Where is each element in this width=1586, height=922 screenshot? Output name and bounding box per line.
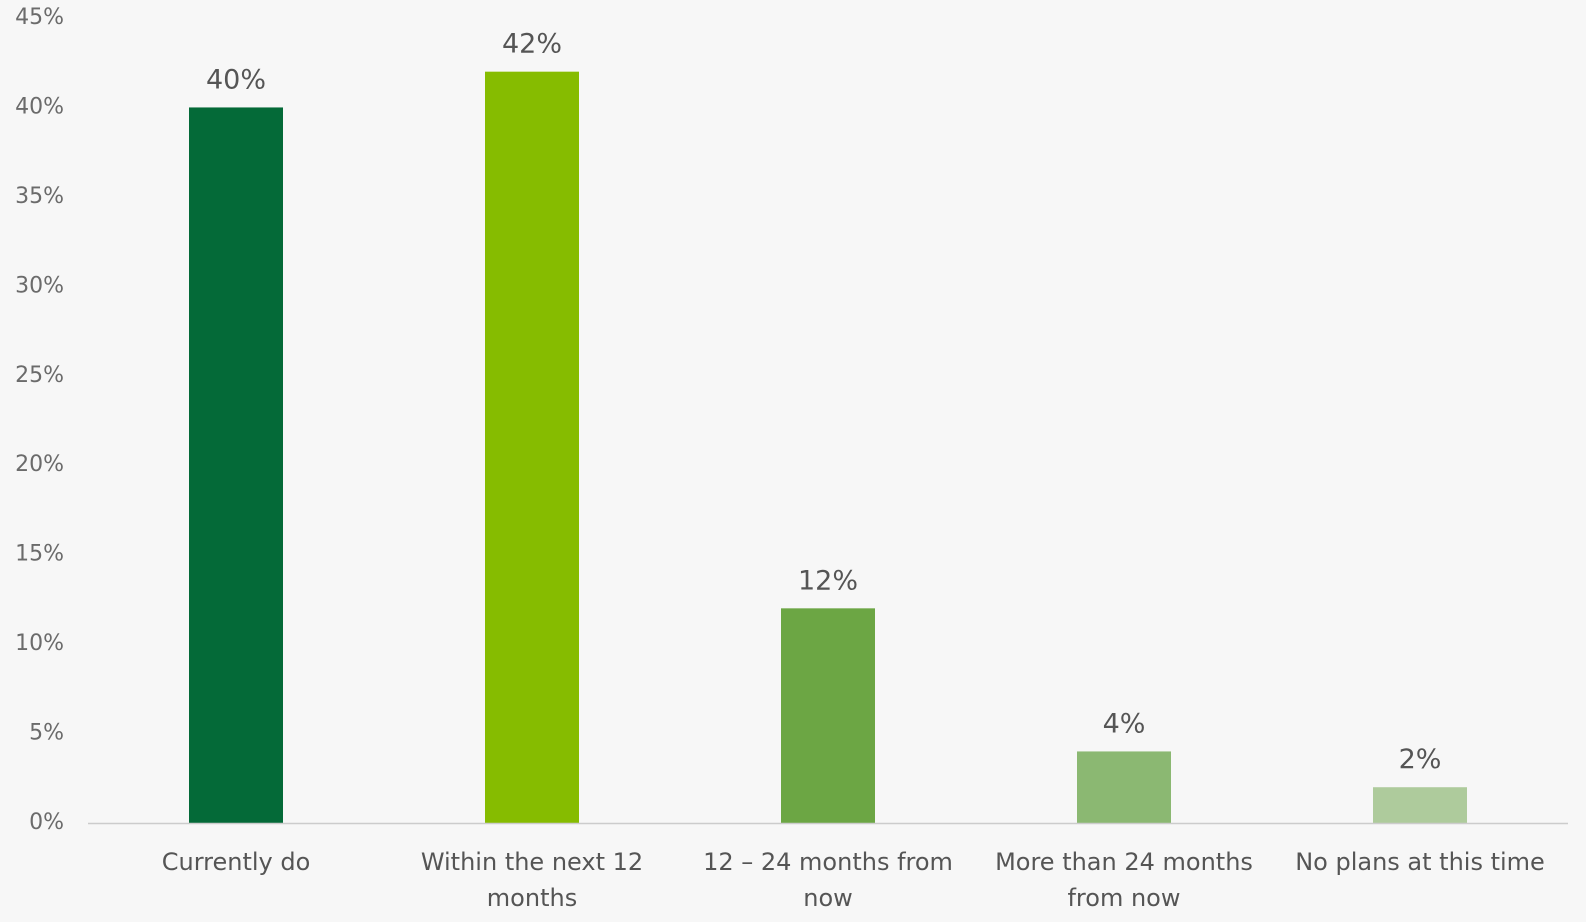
y-tick-label: 20% [15, 452, 64, 477]
x-tick-label: Within the next 12 months [421, 848, 643, 912]
data-label: 2% [1399, 744, 1442, 775]
bar [485, 71, 579, 823]
data-label: 40% [206, 64, 266, 95]
data-label: 4% [1103, 708, 1146, 739]
x-axis: Currently do Within the next 12 months 12 –… [88, 822, 1568, 912]
y-axis: 0% 5% 10% 15% 20% 25% 30% 35% 40% 45% [15, 5, 64, 835]
y-tick-label: 30% [15, 273, 64, 298]
bar [189, 107, 283, 823]
bar [781, 608, 875, 823]
y-tick-label: 25% [15, 363, 64, 388]
data-label: 42% [502, 29, 562, 60]
bar [1077, 751, 1171, 823]
bar [1373, 787, 1467, 823]
data-labels: 40% 42% 12% 4% 2% [206, 29, 1441, 776]
y-tick-label: 5% [29, 721, 64, 746]
y-tick-label: 35% [15, 184, 64, 209]
y-tick-label: 0% [29, 810, 64, 835]
data-label: 12% [798, 565, 858, 596]
y-tick-label: 15% [15, 542, 64, 567]
x-tick-label: Currently do [162, 848, 311, 876]
x-tick-label: No plans at this time [1295, 848, 1545, 876]
x-tick-label: 12 – 24 months from now [703, 848, 953, 912]
bar-series [189, 71, 1467, 823]
y-tick-label: 10% [15, 631, 64, 656]
y-tick-label: 40% [15, 94, 64, 119]
x-tick-label: More than 24 months from now [995, 848, 1253, 912]
y-tick-label: 45% [15, 5, 64, 30]
